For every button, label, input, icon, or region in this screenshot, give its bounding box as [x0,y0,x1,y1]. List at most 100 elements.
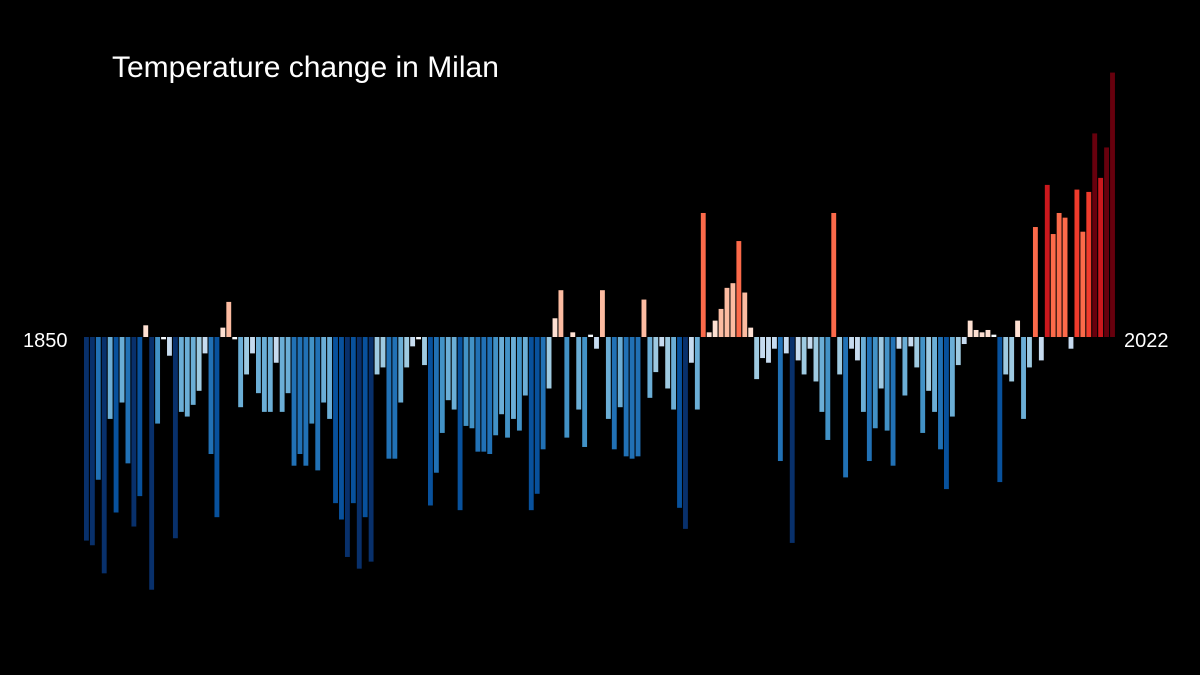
bar-1973 [813,337,819,382]
bar-1942 [629,337,635,459]
bar-2018 [1080,231,1086,337]
bar-1886 [297,337,303,454]
chart-title: Temperature change in Milan [112,51,499,84]
bar-2007 [1015,320,1021,337]
bar-1876 [238,337,244,408]
bar-1952 [688,337,694,363]
bar-1930 [558,290,564,337]
bar-1945 [647,337,653,398]
bar-1953 [694,337,700,410]
bar-2022 [1104,147,1109,337]
bar-1984 [878,337,884,389]
bar-1998 [961,337,967,345]
bar-1866 [178,337,184,412]
bar-1979 [849,337,854,349]
bar-2010 [1032,227,1038,337]
bar-1988 [902,337,908,396]
bar-2017 [1074,189,1080,337]
bar-1920 [499,337,505,415]
bar-1977 [837,337,843,375]
bar-1868 [190,337,196,405]
bar-2002 [985,329,991,337]
bar-1997 [955,337,961,366]
bar-2014 [1056,212,1062,337]
bar-1852 [95,337,101,480]
bar-1885 [291,337,297,466]
bar-1855 [113,337,119,513]
bar-1884 [285,337,291,394]
bar-1872 [214,337,220,518]
bar-1893 [339,337,344,520]
bar-1937 [600,290,605,337]
bar-1987 [896,337,902,349]
bar-1919 [493,337,499,436]
bar-1944 [641,299,647,337]
bar-1908 [428,337,433,506]
bar-1917 [481,337,487,452]
bar-1994 [938,337,943,450]
bar-1978 [843,337,849,478]
bar-1947 [659,337,665,347]
bar-1857 [125,337,131,464]
bar-1982 [866,337,872,462]
bar-1883 [279,337,285,412]
bar-1853 [101,337,107,574]
bar-1902 [392,337,398,459]
bar-1935 [588,334,593,337]
bar-1903 [398,337,404,403]
bar-1921 [505,337,510,438]
bar-1900 [380,337,386,368]
bar-1871 [208,337,214,454]
bar-1991 [920,337,926,433]
bar-1901 [386,337,392,459]
bar-1898 [368,337,374,562]
bar-2012 [1044,184,1050,337]
bar-1995 [944,337,949,490]
bar-1915 [469,337,475,429]
bar-1940 [617,337,623,408]
bar-2013 [1050,234,1056,337]
bar-1971 [801,337,807,375]
bar-1929 [552,318,558,337]
bar-1927 [540,337,546,450]
bar-1965 [766,337,771,363]
bar-1907 [422,337,427,366]
bar-1989 [908,337,914,347]
bar-1859 [137,337,143,497]
bar-1975 [825,337,831,440]
bar-1874 [226,301,232,337]
bar-1850 [84,337,89,541]
bar-1933 [576,337,582,410]
bar-1946 [653,337,659,373]
bar-1867 [184,337,190,417]
bar-1894 [344,337,350,557]
bar-1914 [463,337,469,426]
bar-1993 [932,337,937,412]
bar-1912 [451,337,457,410]
bar-1957 [718,308,724,337]
bar-1972 [807,337,813,349]
bar-1870 [202,337,208,354]
bar-1918 [487,337,493,454]
x-start-label: 1850 [23,330,68,352]
bar-2005 [1003,337,1009,375]
bar-1880 [261,337,267,412]
bar-1963 [754,337,760,380]
bar-1943 [635,337,641,457]
bar-1959 [730,283,736,337]
bar-2021 [1098,177,1104,337]
bar-2023 [1110,72,1115,337]
bar-1996 [949,337,955,417]
bar-1932 [570,332,576,337]
bar-1924 [522,337,528,396]
bar-1860 [143,325,149,337]
bar-1941 [623,337,629,457]
bar-1875 [232,337,238,340]
bar-1951 [683,337,688,529]
bar-2011 [1038,337,1044,361]
bar-1906 [416,337,421,340]
bar-1960 [736,241,742,337]
bar-1925 [528,337,534,511]
bar-1851 [89,337,95,546]
